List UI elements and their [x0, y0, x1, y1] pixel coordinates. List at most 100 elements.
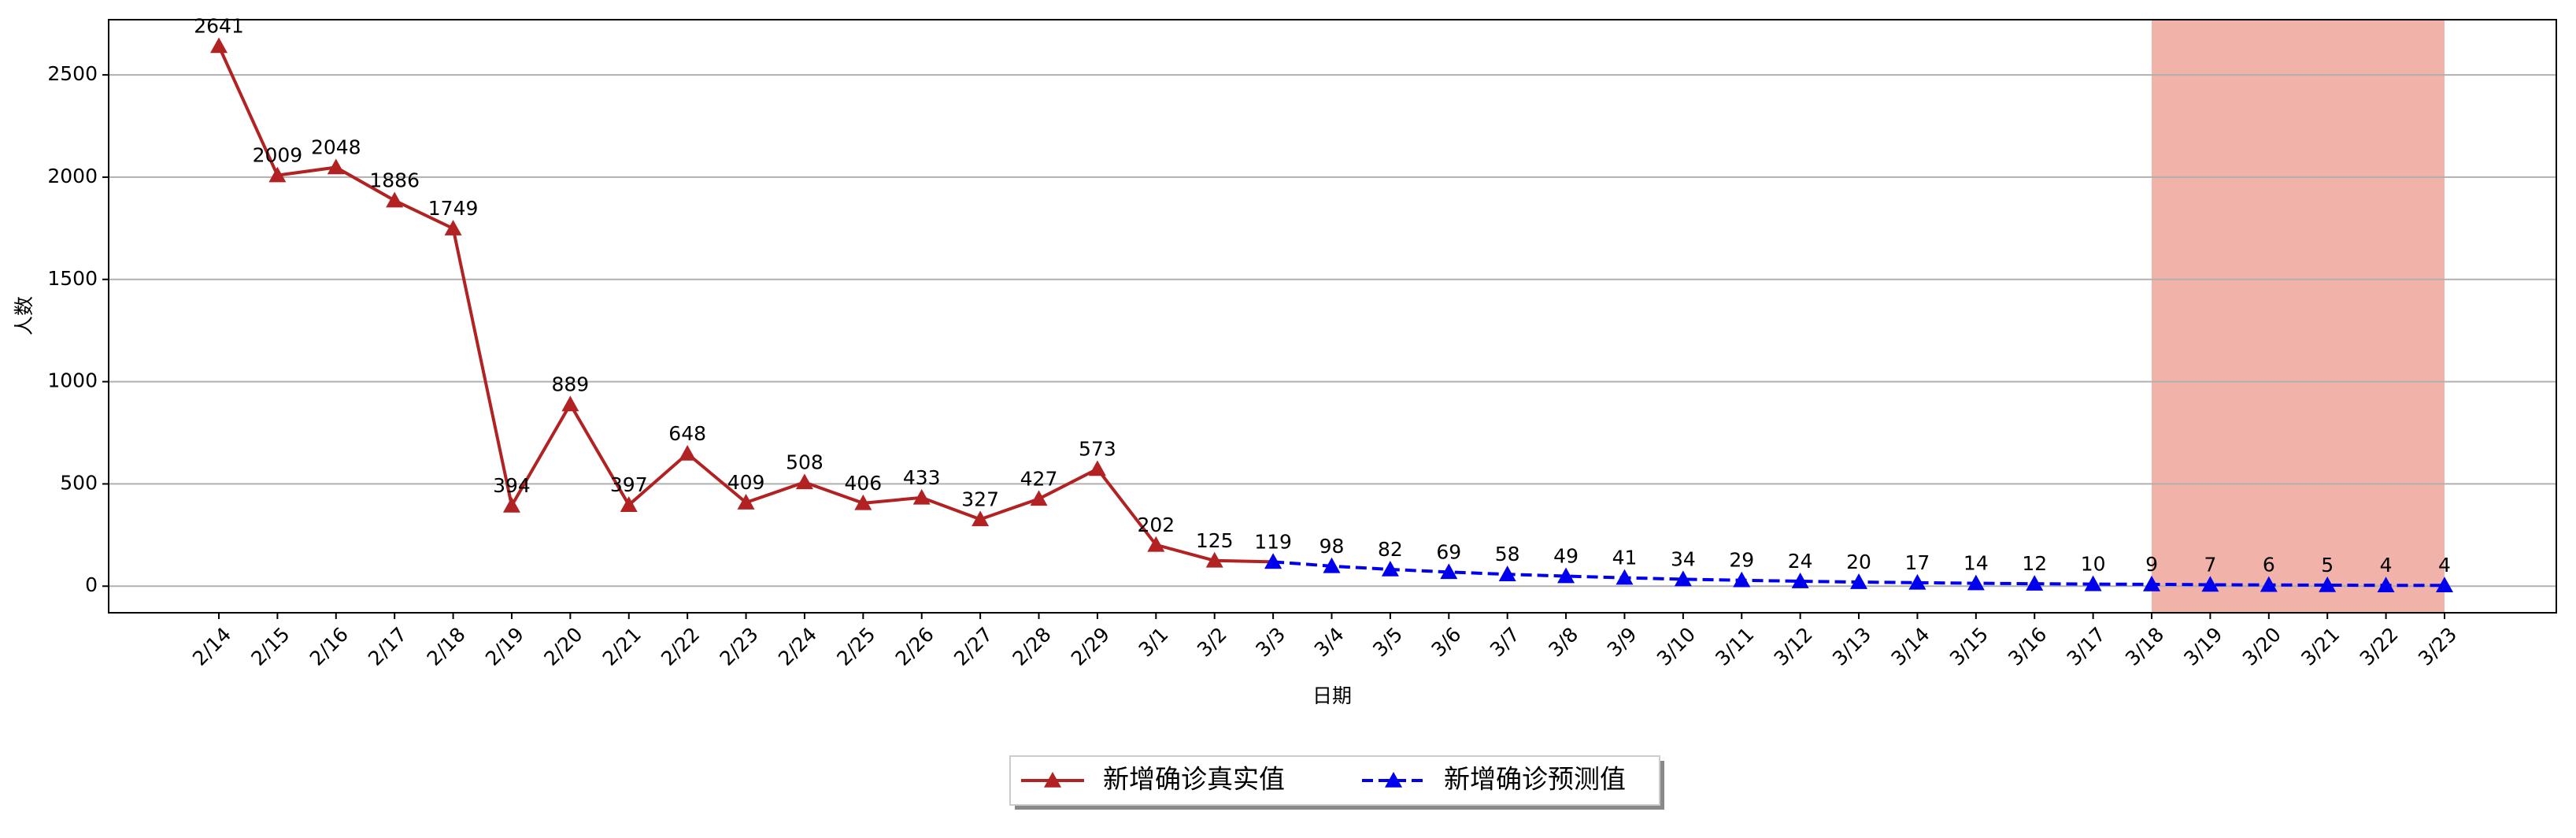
data-label: 427 [1020, 467, 1058, 490]
data-label: 394 [493, 474, 531, 497]
marker [2436, 577, 2453, 593]
marker [386, 191, 404, 208]
x-tick-label: 3/3 [1251, 623, 1290, 662]
marker [561, 395, 579, 412]
data-label: 34 [1671, 547, 1696, 570]
y-tick-label: 500 [60, 471, 98, 494]
data-label: 433 [903, 466, 941, 489]
x-axis-label: 日期 [1312, 684, 1352, 707]
marker [1850, 573, 1868, 589]
data-label: 29 [1729, 549, 1754, 572]
data-label: 98 [1319, 535, 1345, 558]
marker [1908, 573, 1926, 590]
data-label: 119 [1254, 530, 1292, 553]
marker [1147, 536, 1165, 552]
data-label: 1749 [428, 197, 479, 220]
x-tick-label: 2/22 [657, 623, 704, 670]
data-label: 12 [2022, 552, 2047, 575]
data-label: 49 [1553, 545, 1579, 568]
data-label: 9 [2145, 553, 2158, 576]
x-tick-label: 3/14 [1886, 623, 1934, 670]
marker [210, 37, 228, 54]
marker [1323, 557, 1341, 573]
highlight-band [2152, 20, 2445, 613]
x-tick-label: 3/8 [1544, 623, 1582, 662]
data-label: 41 [1612, 547, 1638, 569]
x-tick-label: 3/9 [1603, 623, 1641, 662]
x-tick-label: 3/22 [2356, 623, 2403, 670]
x-tick-label: 2/29 [1067, 623, 1114, 670]
x-tick-label: 2/16 [305, 623, 353, 670]
x-tick-label: 3/13 [1828, 623, 1875, 670]
marker [327, 158, 345, 175]
x-tick-label: 2/20 [539, 623, 587, 670]
data-label: 2641 [194, 14, 244, 37]
x-tick-label: 3/12 [1770, 623, 1817, 670]
legend [1009, 755, 1660, 806]
data-label: 327 [961, 488, 999, 510]
x-tick-label: 2/27 [949, 623, 997, 670]
x-tick-label: 2/14 [188, 623, 235, 670]
y-axis-label: 人数 [13, 296, 35, 336]
data-label: 17 [1905, 551, 1930, 574]
data-label: 1886 [369, 169, 420, 192]
x-tick-label: 3/15 [1945, 623, 1993, 670]
data-label: 4 [2438, 554, 2451, 577]
x-tick-label: 2/28 [1009, 623, 1056, 670]
data-label: 397 [610, 473, 648, 496]
marker [1088, 460, 1106, 476]
x-tick-label: 2/24 [774, 623, 821, 670]
data-label: 2009 [253, 144, 303, 167]
marker [2260, 576, 2278, 592]
marker [1440, 563, 1458, 580]
x-tick-label: 3/20 [2238, 623, 2285, 670]
x-tick-label: 3/10 [1653, 623, 1700, 670]
marker [268, 166, 287, 183]
y-tick-label: 2500 [47, 62, 98, 85]
marker [2143, 575, 2161, 591]
marker [679, 444, 697, 461]
data-label: 202 [1137, 514, 1175, 536]
marker [1616, 569, 1634, 585]
data-label: 5 [2321, 554, 2334, 577]
data-label: 24 [1788, 550, 1813, 573]
data-label: 20 [1846, 551, 1871, 573]
x-tick-label: 3/16 [2004, 623, 2051, 670]
marker [1674, 570, 1692, 587]
data-label: 4 [2380, 554, 2393, 577]
data-label: 406 [844, 472, 882, 495]
marker [1264, 553, 1282, 569]
y-tick-label: 0 [85, 573, 98, 596]
data-label: 14 [1963, 552, 1989, 575]
x-tick-label: 2/15 [246, 623, 294, 670]
marker [1557, 567, 1575, 584]
x-tick-label: 2/19 [481, 623, 528, 670]
marker [1030, 490, 1048, 506]
marker [1967, 574, 1985, 591]
y-tick-label: 1500 [47, 267, 98, 290]
marker [795, 473, 813, 490]
data-label: 82 [1378, 538, 1403, 561]
marker [1733, 571, 1751, 588]
marker [502, 496, 520, 513]
x-tick-label: 2/23 [716, 623, 763, 670]
marker [854, 494, 872, 510]
y-tick-label: 2000 [47, 165, 98, 187]
x-tick-label: 3/6 [1427, 623, 1466, 662]
x-tick-label: 2/26 [891, 623, 938, 670]
marker [1205, 551, 1223, 568]
x-tick-label: 2/21 [598, 623, 646, 670]
data-label: 125 [1196, 529, 1234, 552]
x-tick-label: 3/21 [2297, 623, 2344, 670]
x-tick-label: 3/1 [1134, 623, 1173, 662]
legend-marker [1044, 772, 1061, 788]
legend-label: 新增确诊预测值 [1444, 764, 1626, 795]
x-tick-label: 3/2 [1193, 623, 1231, 662]
data-label: 889 [552, 373, 590, 395]
marker [2377, 577, 2395, 593]
x-tick-label: 3/23 [2414, 623, 2461, 670]
x-tick-label: 3/17 [2063, 623, 2110, 670]
x-tick-label: 2/18 [423, 623, 470, 670]
